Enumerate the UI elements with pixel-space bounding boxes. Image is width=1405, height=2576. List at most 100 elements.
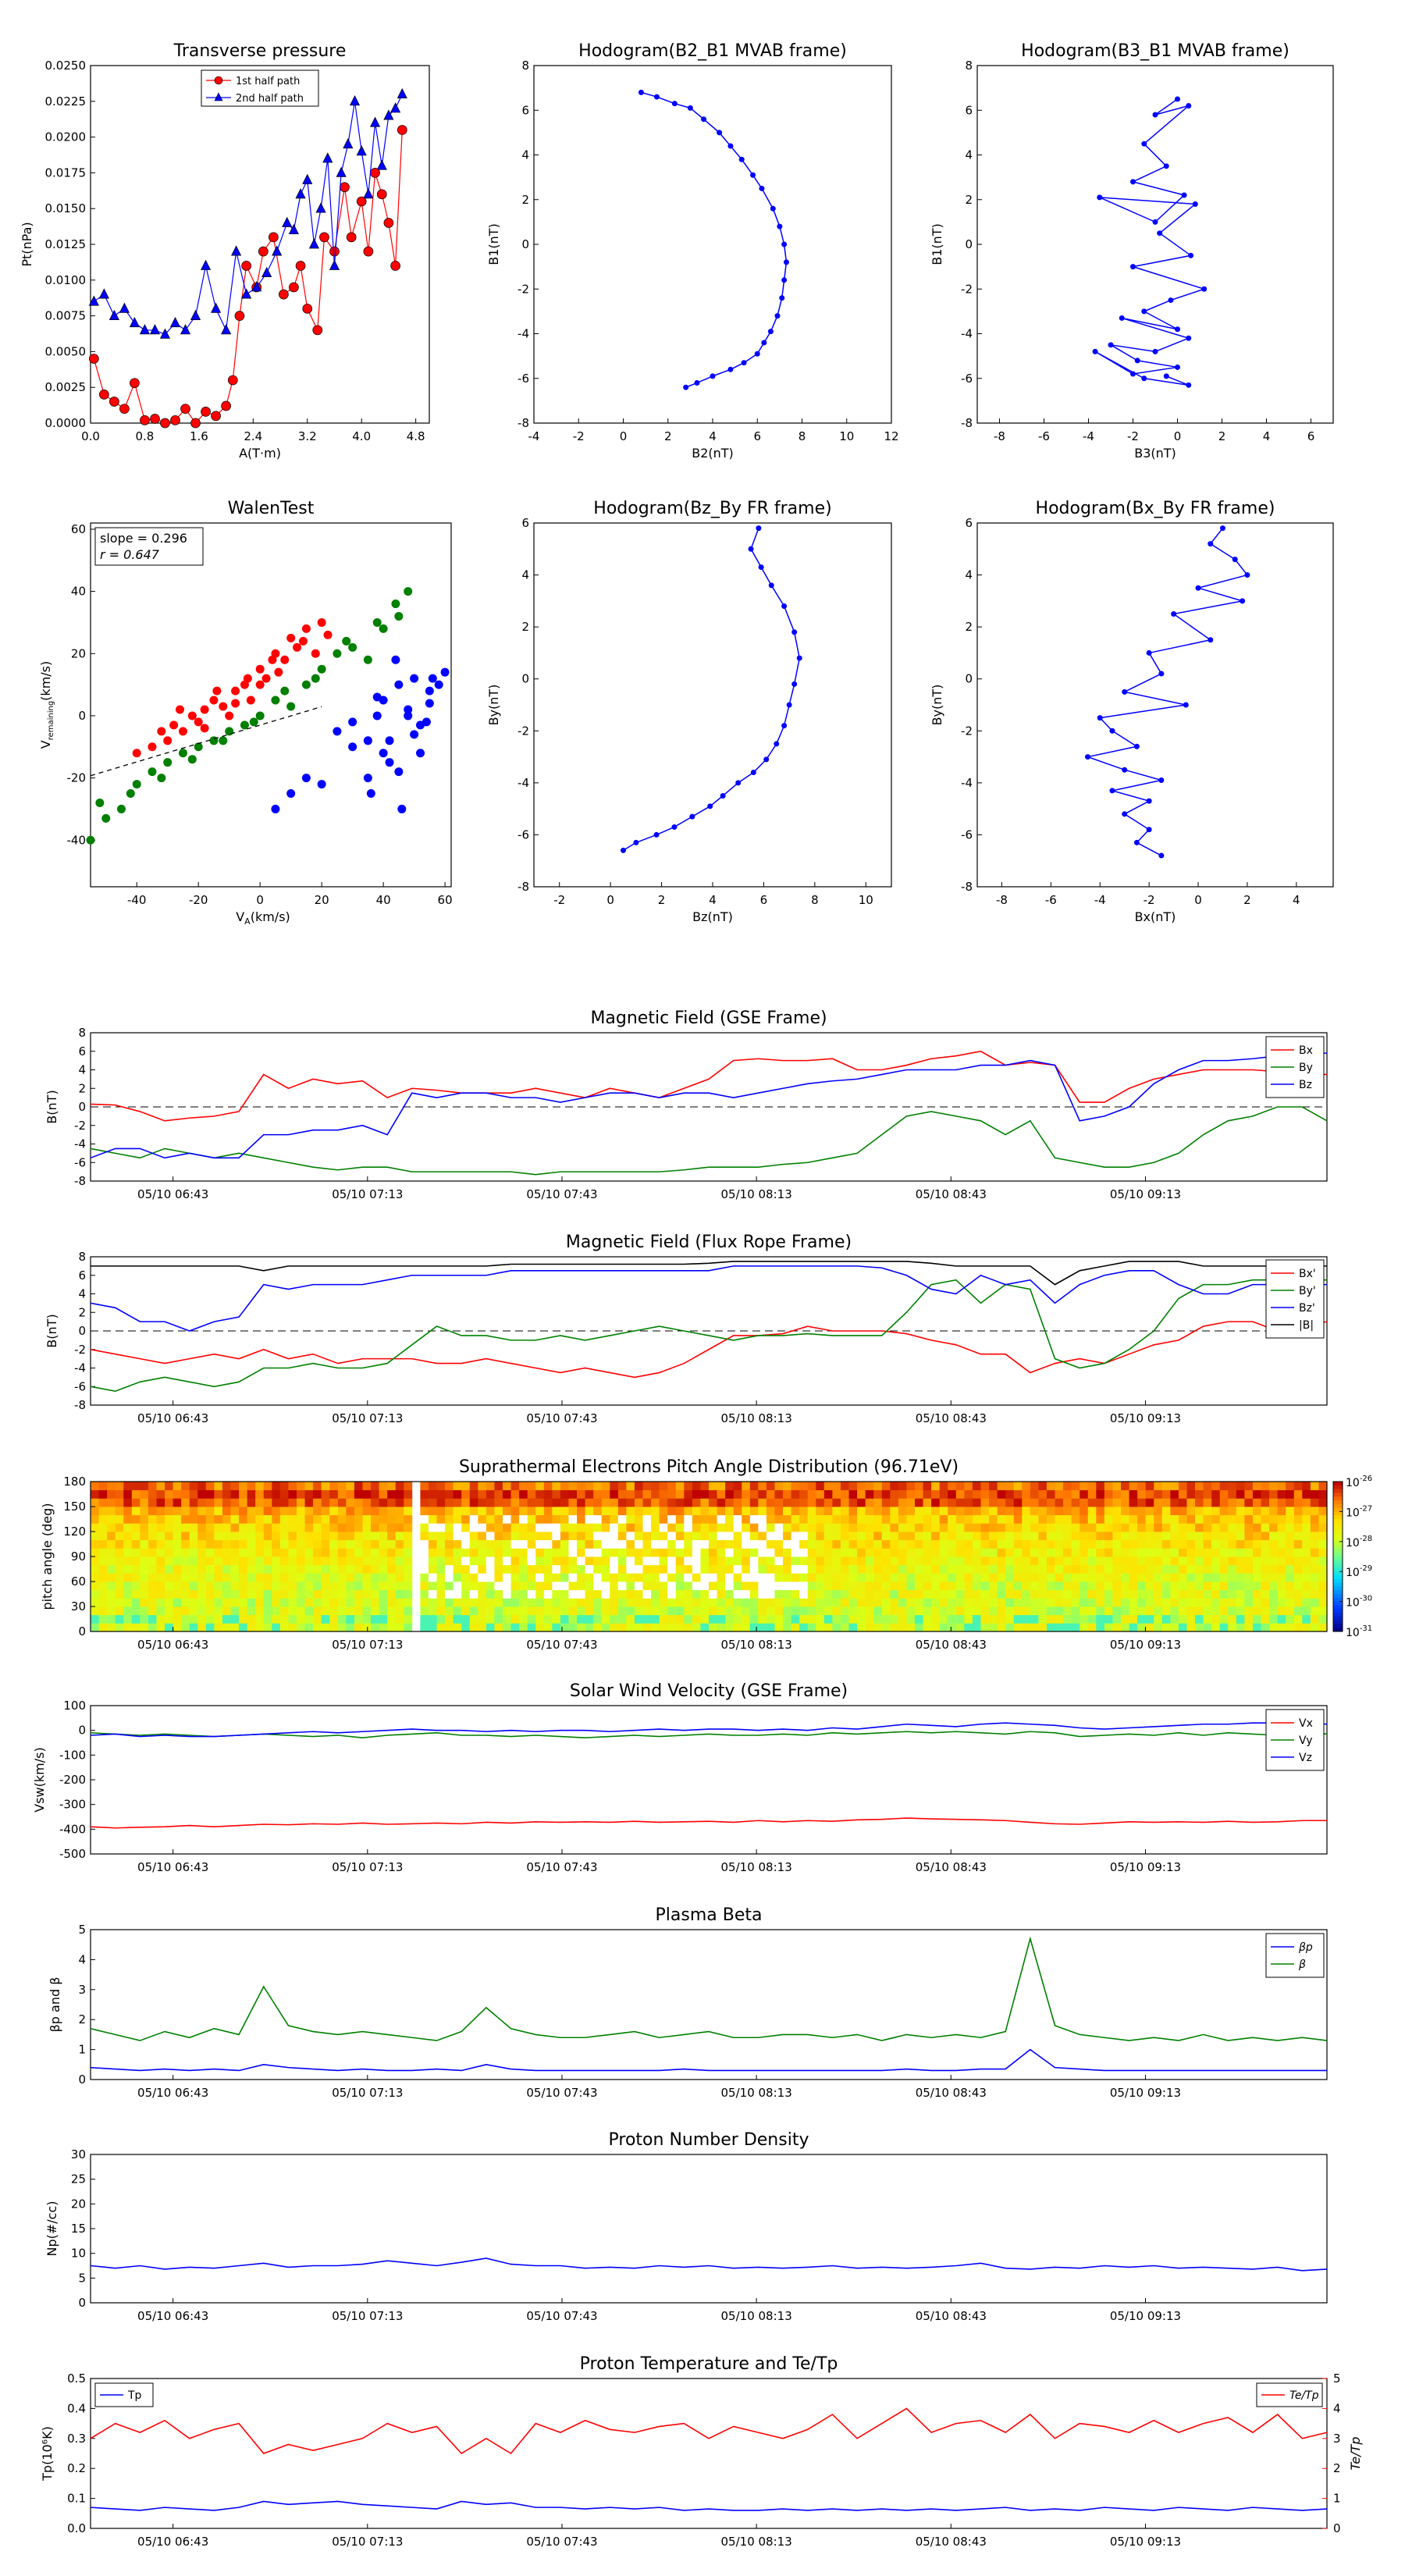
heat-cell	[948, 1557, 957, 1566]
heat-cell	[1030, 1582, 1039, 1591]
heat-cell	[494, 1523, 503, 1532]
heat-cell	[543, 1507, 553, 1516]
heat-cell	[304, 1548, 314, 1557]
heat-cell	[205, 1489, 215, 1499]
heat-cell	[923, 1514, 932, 1524]
walen-point	[298, 636, 308, 646]
hodogram-point	[633, 839, 639, 845]
heat-cell	[774, 1582, 784, 1591]
heat-cell	[321, 1598, 330, 1607]
heat-cell	[181, 1614, 190, 1624]
heat-cell	[1252, 1598, 1261, 1607]
heat-cell	[337, 1539, 347, 1549]
heat-cell	[593, 1564, 603, 1574]
heat-cell	[1277, 1539, 1286, 1549]
heat-cell	[906, 1582, 916, 1591]
heat-cell	[617, 1532, 627, 1541]
data-point	[319, 232, 329, 243]
heat-cell	[91, 1598, 99, 1607]
heat-cell	[1087, 1523, 1097, 1532]
heat-cell	[156, 1589, 165, 1599]
heat-cell	[1219, 1489, 1229, 1499]
x-tick-label: 05/10 09:13	[1110, 1860, 1181, 1874]
heat-cell	[297, 1548, 305, 1557]
heat-cell	[263, 1573, 272, 1582]
heat-cell	[486, 1532, 495, 1541]
heat-cell	[733, 1514, 742, 1524]
y-axis-label: B(nT)	[44, 1314, 59, 1347]
colorbar-segment	[1333, 1526, 1343, 1531]
chart-title: WalenTest	[228, 499, 315, 518]
heat-cell	[1277, 1614, 1286, 1624]
heat-cell	[98, 1614, 108, 1624]
heat-cell	[552, 1523, 561, 1532]
heat-cell	[617, 1598, 627, 1607]
heat-cell	[700, 1539, 710, 1549]
heat-cell	[297, 1564, 305, 1574]
heat-cell	[1286, 1489, 1295, 1499]
heat-cell	[1286, 1514, 1295, 1524]
heat-cell	[807, 1582, 816, 1591]
heat-cell	[140, 1598, 149, 1607]
heat-cell	[601, 1564, 610, 1574]
colorbar-segment	[1333, 1586, 1343, 1591]
heat-cell	[642, 1598, 652, 1607]
heat-cell	[1261, 1564, 1270, 1574]
walen-point	[249, 717, 258, 727]
heat-cell	[1178, 1498, 1187, 1507]
heat-cell	[906, 1498, 916, 1507]
y-tick-label: 6	[965, 516, 973, 530]
heat-cell	[758, 1498, 767, 1507]
heat-cell	[404, 1582, 413, 1591]
heat-cell	[165, 1557, 173, 1566]
heat-cell	[98, 1548, 108, 1557]
heat-cell	[1310, 1582, 1319, 1591]
heat-cell	[667, 1573, 677, 1582]
heat-cell	[1269, 1589, 1279, 1599]
chart-title: Proton Number Density	[609, 2130, 809, 2150]
heat-cell	[955, 1623, 965, 1632]
heat-cell	[1112, 1548, 1122, 1557]
y-tick-label: 180	[63, 1475, 86, 1489]
heat-cell	[651, 1623, 660, 1632]
heat-cell	[510, 1498, 520, 1507]
x-tick-label: 05/10 08:43	[916, 2535, 987, 2549]
heat-cell	[371, 1623, 379, 1632]
hodogram-point	[727, 366, 734, 372]
heat-cell	[774, 1614, 784, 1624]
heat-cell	[733, 1606, 742, 1616]
x-tick-label: 2	[1218, 429, 1226, 443]
heat-cell	[832, 1482, 841, 1491]
heat-cell	[923, 1582, 932, 1591]
heat-cell	[387, 1548, 397, 1557]
heat-cell	[1236, 1482, 1245, 1491]
heat-cell	[420, 1598, 429, 1607]
heat-cell	[1121, 1539, 1129, 1549]
heat-cell	[823, 1514, 833, 1524]
heat-cell	[659, 1539, 668, 1549]
heat-cell	[527, 1557, 536, 1566]
heat-cell	[1087, 1539, 1097, 1549]
heat-cell	[1293, 1623, 1303, 1632]
heat-cell	[1261, 1557, 1270, 1566]
heat-cell	[362, 1589, 372, 1599]
heat-cell	[543, 1573, 553, 1582]
heat-cell	[1211, 1614, 1221, 1624]
heat-cell	[783, 1548, 791, 1557]
heat-cell	[1277, 1532, 1286, 1541]
heat-cell	[1228, 1606, 1237, 1616]
heat-cell	[379, 1498, 388, 1507]
heat-cell	[832, 1548, 841, 1557]
heat-cell	[1104, 1573, 1113, 1582]
hodogram-point	[1186, 382, 1192, 388]
heat-cell	[98, 1514, 108, 1524]
heat-cell	[972, 1532, 981, 1541]
heat-cell	[535, 1539, 545, 1549]
heat-cell	[510, 1507, 520, 1516]
walen-point	[219, 736, 228, 745]
heat-cell	[214, 1564, 223, 1574]
heat-cell	[585, 1598, 594, 1607]
heat-cell	[420, 1532, 429, 1541]
heat-cell	[379, 1532, 388, 1541]
heat-cell	[964, 1614, 973, 1624]
